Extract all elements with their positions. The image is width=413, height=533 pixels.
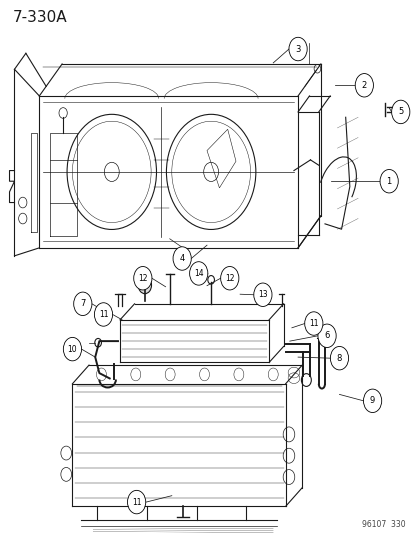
Text: 3: 3 <box>295 45 300 53</box>
Text: 11: 11 <box>132 498 141 506</box>
Text: 13: 13 <box>257 290 267 299</box>
Circle shape <box>220 266 238 290</box>
Text: 14: 14 <box>193 269 203 278</box>
Circle shape <box>304 312 322 335</box>
Circle shape <box>330 346 348 370</box>
Circle shape <box>354 74 373 97</box>
Text: 1: 1 <box>386 177 391 185</box>
Text: 7-330A: 7-330A <box>12 10 67 25</box>
Circle shape <box>63 337 81 361</box>
Text: 9: 9 <box>369 397 374 405</box>
Text: 11: 11 <box>99 310 108 319</box>
Circle shape <box>74 292 92 316</box>
Circle shape <box>363 389 381 413</box>
Text: 11: 11 <box>309 319 318 328</box>
Text: 2: 2 <box>361 81 366 90</box>
Text: 4: 4 <box>179 254 184 263</box>
Text: 5: 5 <box>397 108 402 116</box>
Circle shape <box>127 490 145 514</box>
Text: 10: 10 <box>67 345 77 353</box>
Circle shape <box>173 247 191 270</box>
Circle shape <box>94 303 112 326</box>
Text: 7: 7 <box>80 300 85 308</box>
Text: 96107  330: 96107 330 <box>361 520 405 529</box>
Circle shape <box>138 277 151 294</box>
Text: 8: 8 <box>336 354 341 362</box>
Text: 12: 12 <box>138 274 147 282</box>
Circle shape <box>133 266 152 290</box>
Circle shape <box>253 283 271 306</box>
Text: 12: 12 <box>225 274 234 282</box>
Circle shape <box>189 262 207 285</box>
Circle shape <box>288 37 306 61</box>
Circle shape <box>317 324 335 348</box>
Circle shape <box>379 169 397 193</box>
Circle shape <box>391 100 409 124</box>
Text: 6: 6 <box>324 332 329 340</box>
